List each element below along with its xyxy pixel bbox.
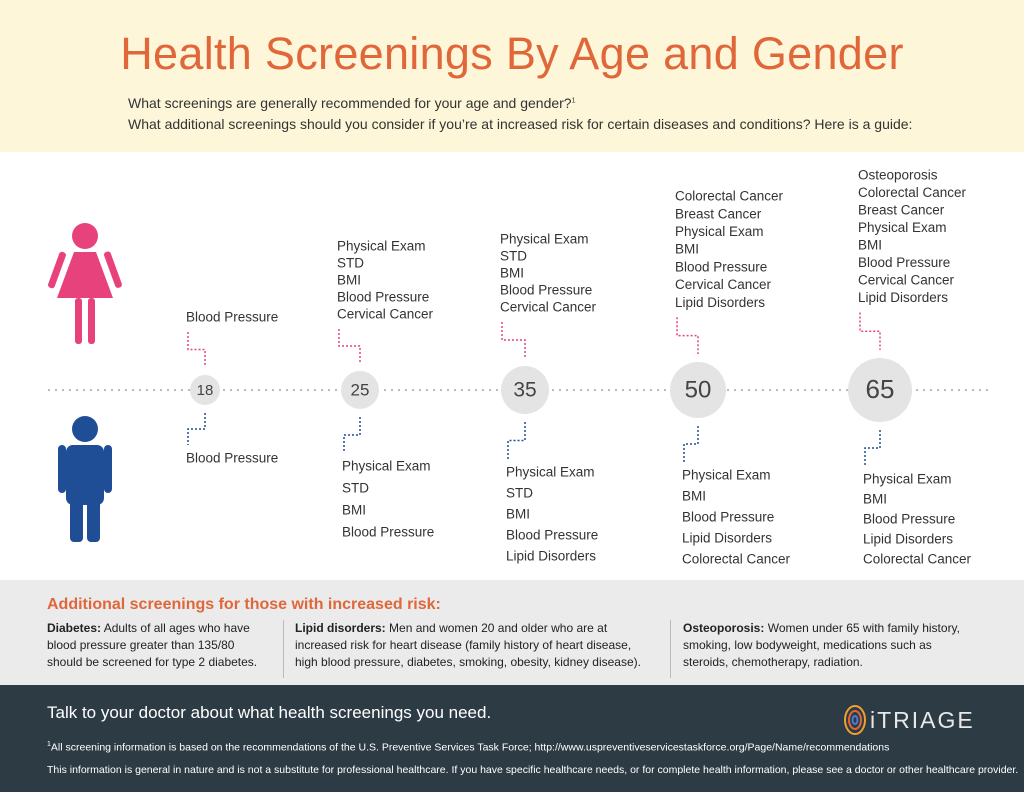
male-screening: STD xyxy=(506,486,533,501)
risk-text: Men and women 20 and older who are at in… xyxy=(295,621,641,669)
male-screening: BMI xyxy=(863,492,887,507)
female-screening: Lipid Disorders xyxy=(675,295,765,310)
female-icon xyxy=(48,223,122,344)
male-screening: Lipid Disorders xyxy=(506,549,596,564)
male-icon xyxy=(58,416,112,542)
age-circle xyxy=(670,362,726,418)
subtitle-line: What additional screenings should you co… xyxy=(128,116,913,132)
female-screening: Physical Exam xyxy=(337,239,426,254)
male-screening: BMI xyxy=(342,503,366,518)
footnote-text: All screening information is based on th… xyxy=(50,741,890,754)
male-screening: BMI xyxy=(506,507,530,522)
divider xyxy=(670,620,671,678)
brand: iTRIAGE xyxy=(870,707,975,733)
female-screening: Blood Pressure xyxy=(675,259,767,274)
male-screening: Physical Exam xyxy=(863,472,952,487)
female-screening: Breast Cancer xyxy=(858,203,945,218)
timeline: 18 Blood Pressure Blood Pressure 25 Physical… xyxy=(48,168,990,567)
female-screening: Blood Pressure xyxy=(500,283,592,298)
footnote: 1All screening information is based on t… xyxy=(47,741,889,754)
male-screening: Colorectal Cancer xyxy=(682,552,791,567)
male-screening: BMI xyxy=(682,489,706,504)
additional-title: Additional screenings for those with inc… xyxy=(47,596,441,613)
female-connector xyxy=(501,322,526,358)
age-label: 25 xyxy=(351,380,370,399)
risk-item: Lipid disorders: Men and women 20 and ol… xyxy=(295,620,655,671)
footnote-ref: 1 xyxy=(571,97,576,105)
risk-text: Women under 65 with family history, smok… xyxy=(683,621,961,669)
female-connector xyxy=(859,312,881,350)
male-connector xyxy=(343,417,361,453)
risk-term: Osteoporosis: xyxy=(683,621,765,635)
male-screening: Physical Exam xyxy=(342,459,431,474)
male-screening: Physical Exam xyxy=(682,468,771,483)
age-label: 50 xyxy=(685,376,712,403)
male-connector xyxy=(507,422,526,459)
male-screening: Blood Pressure xyxy=(506,528,598,543)
female-screening: Blood Pressure xyxy=(858,255,950,270)
female-screening: BMI xyxy=(337,273,361,288)
risk-item: Osteoporosis: Women under 65 with family… xyxy=(683,620,978,671)
call-to-action: Talk to your doctor about what health sc… xyxy=(47,703,492,722)
female-connector xyxy=(338,329,361,363)
female-screening: Physical Exam xyxy=(500,232,589,247)
male-screening: Blood Pressure xyxy=(342,525,434,540)
female-connector xyxy=(676,317,699,354)
risk-term: Lipid disorders: xyxy=(295,621,386,635)
title: Health Screenings By Age and Gender xyxy=(120,28,904,79)
age-circle xyxy=(190,375,220,405)
age-label: 65 xyxy=(866,374,895,404)
footnote-mark: 1 xyxy=(47,741,51,748)
female-screening: Cervical Cancer xyxy=(337,307,434,322)
female-screening: Colorectal Cancer xyxy=(858,185,967,200)
additional-section xyxy=(0,580,1024,685)
female-screening: Cervical Cancer xyxy=(858,273,955,288)
male-screening: Blood Pressure xyxy=(186,451,278,466)
divider xyxy=(283,620,284,678)
male-screening: Blood Pressure xyxy=(682,510,774,525)
female-screening: BMI xyxy=(675,242,699,257)
male-connector xyxy=(683,426,699,462)
age-label: 35 xyxy=(513,379,536,402)
female-screening: Lipid Disorders xyxy=(858,290,948,305)
footer xyxy=(0,685,1024,792)
subtitle-line: What screenings are generally recommende… xyxy=(128,95,572,111)
female-screening: Breast Cancer xyxy=(675,206,762,221)
female-screening: Physical Exam xyxy=(675,224,764,239)
female-screening: STD xyxy=(337,256,364,271)
male-screening: Colorectal Cancer xyxy=(863,552,972,567)
male-screening: Lipid Disorders xyxy=(682,531,772,546)
female-screening: Physical Exam xyxy=(858,220,947,235)
female-screening: Colorectal Cancer xyxy=(675,189,784,204)
female-screening: BMI xyxy=(500,266,524,281)
male-screening: Blood Pressure xyxy=(863,512,955,527)
female-screening: Blood Pressure xyxy=(337,290,429,305)
female-screening: BMI xyxy=(858,238,882,253)
disclaimer: This information is general in nature an… xyxy=(47,764,1019,776)
risk-item: Diabetes: Adults of all ages who have bl… xyxy=(47,620,272,671)
age-label: 18 xyxy=(197,382,214,399)
female-screening: STD xyxy=(500,249,527,264)
female-screening: Osteoporosis xyxy=(858,168,938,183)
risk-term: Diabetes: xyxy=(47,621,102,635)
female-screening: Blood Pressure xyxy=(186,310,278,325)
subtitle: What screenings are generally recommende… xyxy=(128,95,576,111)
male-screening: STD xyxy=(342,481,369,496)
male-screening: Physical Exam xyxy=(506,465,595,480)
age-circle xyxy=(848,358,912,422)
female-screening: Cervical Cancer xyxy=(500,300,597,315)
female-connector xyxy=(187,332,206,367)
brand-logo xyxy=(844,705,866,735)
male-connector xyxy=(864,430,881,466)
age-circle xyxy=(501,366,549,414)
risk-text: Adults of all ages who have blood pressu… xyxy=(47,621,258,669)
male-connector xyxy=(187,413,206,445)
age-circle xyxy=(341,371,379,409)
female-screening: Cervical Cancer xyxy=(675,277,772,292)
male-screening: Lipid Disorders xyxy=(863,532,953,547)
header xyxy=(0,0,1024,152)
